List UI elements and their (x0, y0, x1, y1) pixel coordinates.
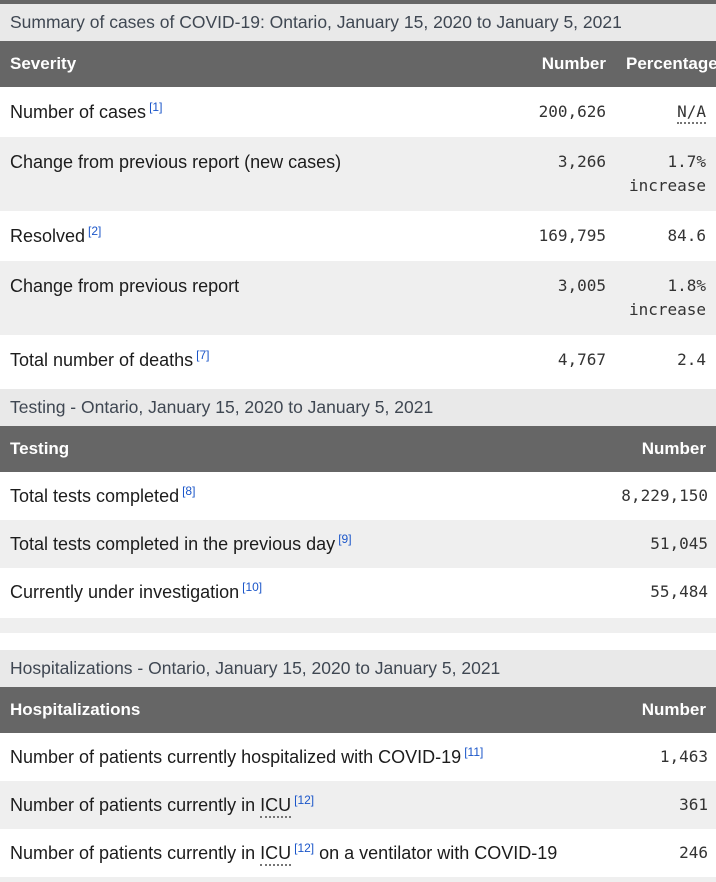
testing-table-caption: Testing - Ontario, January 15, 2020 to J… (0, 389, 716, 426)
column-header-testing: Testing (0, 426, 606, 472)
row-label: Change from previous report (new cases) (10, 152, 342, 172)
row-percentage-cell: 2.4 (616, 335, 716, 385)
row-label: Number of patients currently in (10, 795, 261, 815)
footnote-link[interactable]: [8] (182, 484, 196, 498)
row-label-cell: Number of cases [1] (0, 87, 506, 137)
table-row: Change from previous report (new cases) … (0, 137, 716, 211)
table-row: Currently under investigation [10] 55,484 (0, 568, 716, 616)
section-gap (0, 633, 716, 650)
column-header-number: Number (606, 426, 716, 472)
row-number-cell: 361 (606, 781, 716, 829)
table-row: Number of patients currently in ICU [12] … (0, 829, 716, 877)
column-header-hospitalizations: Hospitalizations (0, 687, 606, 733)
row-percentage-cell: 84.6 (616, 211, 716, 261)
row-label-cell: Resolved [2] (0, 211, 506, 261)
abbreviation-na: N/A (677, 102, 706, 124)
footnote-link[interactable]: [12] (294, 793, 315, 807)
footnote-link[interactable]: [9] (338, 532, 352, 546)
row-number-cell: 200,626 (506, 87, 616, 137)
hospitalizations-header-row: Hospitalizations Number (0, 687, 716, 733)
footnote-link[interactable]: [7] (196, 348, 210, 362)
empty-row-strip (0, 618, 716, 633)
column-header-number: Number (506, 41, 616, 87)
table-row: Resolved [2] 169,795 84.6 (0, 211, 716, 261)
row-number-cell: 51,045 (606, 520, 716, 568)
row-number-cell: 4,767 (506, 335, 616, 385)
table-row: Change from previous report 3,005 1.8% in… (0, 261, 716, 335)
row-label-cell: Number of patients currently in ICU [12] … (0, 829, 606, 877)
footnote-link[interactable]: [12] (294, 841, 315, 855)
table-row: Number of patients currently hospitalize… (0, 733, 716, 781)
hospitalizations-table-caption: Hospitalizations - Ontario, January 15, … (0, 650, 716, 687)
row-label-cell: Total number of deaths [7] (0, 335, 506, 385)
row-label-cell: Change from previous report (new cases) (0, 137, 506, 211)
table-row: Number of cases [1] 200,626 N/A (0, 87, 716, 137)
row-number-cell: 246 (606, 829, 716, 877)
row-label: Currently under investigation (10, 582, 240, 602)
row-label: Number of patients currently in (10, 843, 261, 863)
column-header-number: Number (606, 687, 716, 733)
row-label: Total number of deaths (10, 350, 194, 370)
row-percentage-cell: 1.8% increase (616, 261, 716, 335)
footnote-link[interactable]: [10] (242, 580, 263, 594)
row-label: Change from previous report (10, 276, 240, 296)
row-label: Total tests completed in the previous da… (10, 534, 336, 554)
table-row: Total tests completed in the previous da… (0, 520, 716, 568)
row-label: Resolved (10, 226, 86, 246)
column-header-severity: Severity (0, 41, 506, 87)
footnote-link[interactable]: [11] (464, 745, 484, 759)
summary-table-caption: Summary of cases of COVID-19: Ontario, J… (0, 4, 716, 41)
row-label: on a ventilator with COVID-19 (314, 843, 558, 863)
table-row: Total number of deaths [7] 4,767 2.4 (0, 335, 716, 385)
table-row: Total tests completed [8] 8,229,150 (0, 472, 716, 520)
testing-header-row: Testing Number (0, 426, 716, 472)
footnote-link[interactable]: [1] (149, 100, 163, 114)
row-number-cell: 3,266 (506, 137, 616, 211)
column-header-percentage: Percentage (616, 41, 716, 87)
summary-header-row: Severity Number Percentage (0, 41, 716, 87)
row-number-cell: 169,795 (506, 211, 616, 261)
row-label-cell: Total tests completed in the previous da… (0, 520, 606, 568)
row-number-cell: 1,463 (606, 733, 716, 781)
row-label-cell: Currently under investigation [10] (0, 568, 606, 616)
summary-table: Severity Number Percentage Number of cas… (0, 41, 716, 385)
row-label-cell: Change from previous report (0, 261, 506, 335)
hospitalizations-table: Hospitalizations Number Number of patien… (0, 687, 716, 877)
row-label: Total tests completed (10, 486, 180, 506)
row-percentage-cell: 1.7% increase (616, 137, 716, 211)
row-label-cell: Number of patients currently in ICU [12] (0, 781, 606, 829)
next-row-strip-cropped (0, 877, 716, 882)
row-number-cell: 55,484 (606, 568, 716, 616)
abbreviation-icu: ICU (260, 795, 292, 818)
top-divider-bar (0, 0, 716, 4)
row-label-cell: Total tests completed [8] (0, 472, 606, 520)
row-label-cell: Number of patients currently hospitalize… (0, 733, 606, 781)
footnote-link[interactable]: [2] (88, 224, 102, 238)
row-label: Number of cases (10, 102, 147, 122)
row-label: Number of patients currently hospitalize… (10, 747, 462, 767)
row-percentage-cell: N/A (616, 87, 716, 137)
testing-table: Testing Number Total tests completed [8] … (0, 426, 716, 616)
table-row: Number of patients currently in ICU [12] … (0, 781, 716, 829)
abbreviation-icu: ICU (260, 843, 292, 866)
row-number-cell: 3,005 (506, 261, 616, 335)
row-number-cell: 8,229,150 (606, 472, 716, 520)
